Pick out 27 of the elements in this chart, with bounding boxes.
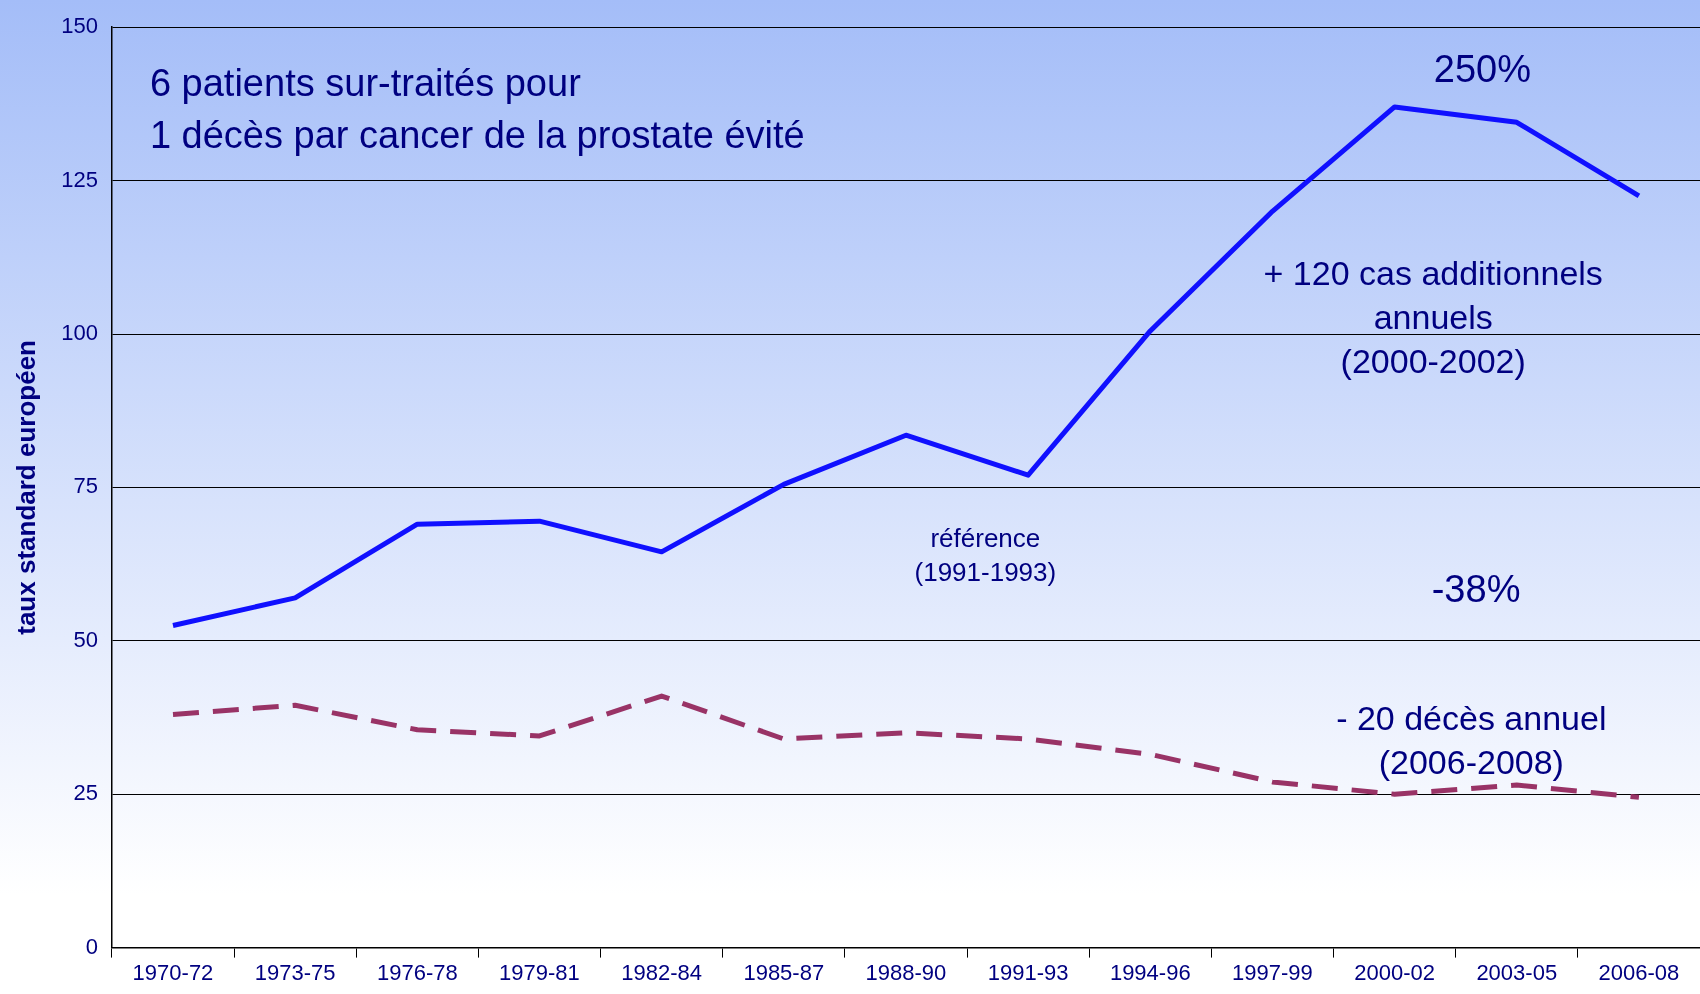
y-tick-label: 125 [61, 166, 98, 192]
x-tick-label: 1979-81 [499, 959, 580, 985]
x-tick-label: 1985-87 [743, 959, 825, 985]
annotation: 250% [1433, 47, 1532, 90]
x-tick-label: 2006-08 [1598, 959, 1680, 985]
x-tick-label: 1997-99 [1232, 959, 1313, 985]
text: 6 patients sur-traités pour 1 décès par cancer de la prostate évité [149, 61, 805, 156]
x-tick-label: 1973-75 [254, 959, 336, 985]
x-tick-label: 1970-72 [132, 959, 214, 985]
x-tick-label: 2000-02 [1354, 959, 1435, 985]
annotation: référence (1991-1993) [914, 523, 1057, 587]
x-tick-label: 1994-96 [1109, 959, 1191, 985]
annotation: + 120 cas additionnels annuels (2000-2002) [1263, 254, 1603, 381]
y-tick-label: 75 [73, 473, 98, 499]
x-tick-label: 2003-05 [1476, 959, 1558, 985]
y-axis-title: taux standard européen [10, 340, 41, 635]
x-tick-label: 1976-78 [376, 959, 458, 985]
annotation: - 20 décès annuel (2006-2008) [1336, 698, 1607, 781]
y-tick-label: 50 [73, 626, 98, 652]
x-tick-label: 1982-84 [621, 959, 703, 985]
y-tick-label: 0 [85, 933, 98, 959]
y-tick-label: 150 [61, 13, 98, 39]
x-tick-label: 1988-90 [865, 959, 947, 985]
x-tick-label: 1991-93 [987, 959, 1069, 985]
annotation: -38% [1431, 567, 1521, 610]
y-tick-label: 25 [73, 780, 98, 806]
y-tick-label: 100 [61, 320, 98, 346]
